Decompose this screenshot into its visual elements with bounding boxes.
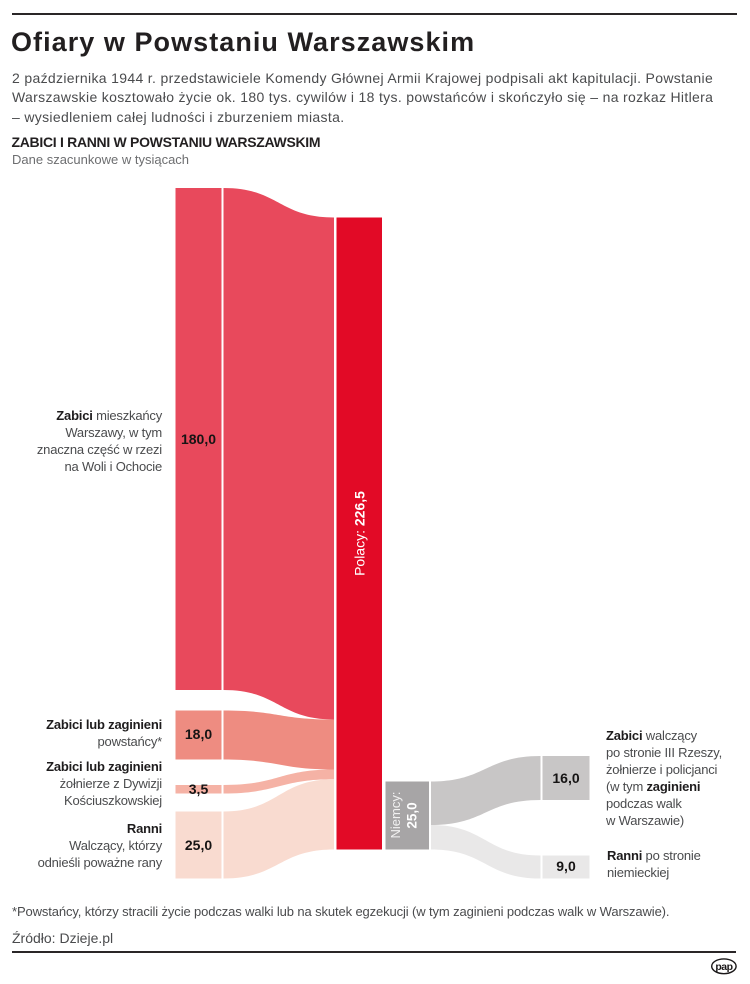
- svg-text:pap: pap: [715, 961, 732, 973]
- svg-text:25,0: 25,0: [405, 802, 420, 828]
- svg-text:Niemcy:: Niemcy:: [388, 792, 403, 839]
- svg-text:Polacy: 226,5: Polacy: 226,5: [352, 491, 368, 576]
